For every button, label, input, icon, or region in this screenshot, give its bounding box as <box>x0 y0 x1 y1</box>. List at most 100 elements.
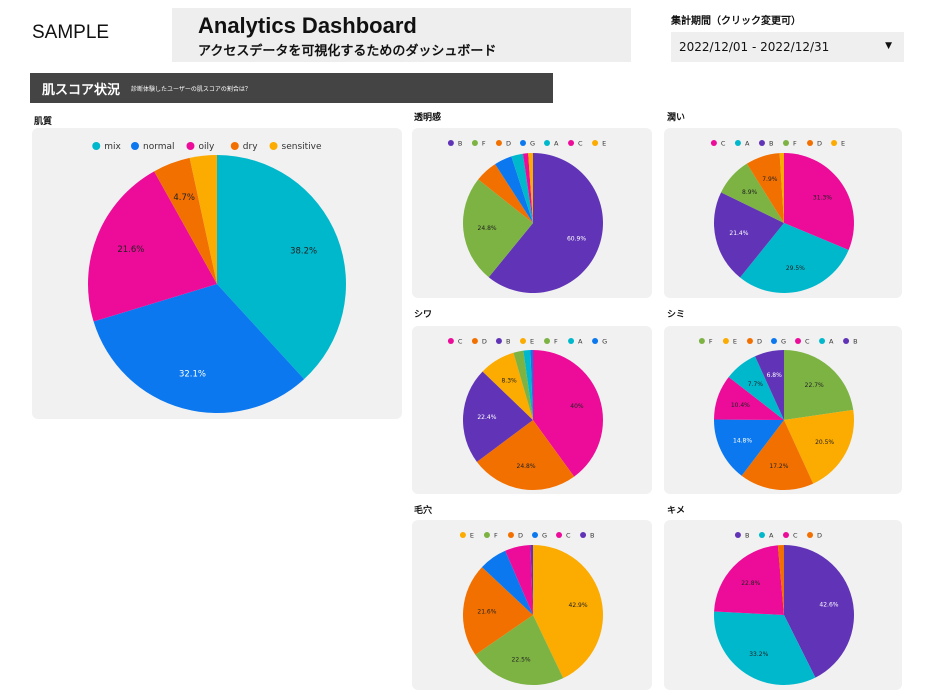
pie-chart-keana: E F D G C B 42.9% 22.5% 21.6% <box>459 531 603 685</box>
pie-slice-kime-C <box>714 545 784 615</box>
pie-slice-tomei-E <box>528 153 533 223</box>
legend-dot-B <box>495 338 502 344</box>
legend-dot-G <box>770 338 777 344</box>
pie-chart-hada: mix normal oily dry sensitive 38.2% 32.1% 21.6%… <box>88 142 346 413</box>
section-title: 肌スコア状況 <box>42 83 121 98</box>
legend-label-normal: normal <box>143 142 175 152</box>
legend-label-D: D <box>482 337 487 345</box>
legend-dot-A <box>758 532 765 538</box>
data-label-shimi-G: 14.8% <box>733 437 752 444</box>
legend-dot-B <box>447 140 454 146</box>
pie-chart-shiwa: C D B E F A G 40% 24.8% 22.4% 8.3% <box>447 337 607 490</box>
data-label-uruoi-A: 29.5% <box>786 265 805 272</box>
legend-label-dry: dry <box>243 142 258 152</box>
legend-label-C: C <box>578 139 583 147</box>
legend-dot-C <box>710 140 717 146</box>
chart-panel-tomei: B F D G A C E 60.9% 24.8% <box>412 128 652 298</box>
legend-label-B: B <box>769 139 773 147</box>
legend-dot-C <box>447 338 454 344</box>
legend-dot-F <box>544 338 551 344</box>
sample-label: SAMPLE <box>32 22 110 43</box>
pie-slice-tomei-D <box>478 164 533 223</box>
date-range-picker[interactable]: 2022/12/01 - 2022/12/31 ▼ <box>671 32 904 62</box>
legend-label-C: C <box>793 531 798 539</box>
pie-slice-shiwa-F <box>513 350 533 420</box>
chart-title-kime: キメ <box>667 506 686 516</box>
pie-slice-tomei-C <box>522 153 533 223</box>
pie-slice-keana-B <box>530 545 533 615</box>
chart-title-uruoi: 潤い <box>667 113 686 123</box>
legend-dot-E <box>592 140 599 146</box>
legend-dot-C <box>568 140 575 146</box>
pie-slice-kime-B <box>784 545 854 678</box>
legend-label-B: B <box>853 337 857 345</box>
pie-slice-shiwa-C <box>533 350 603 477</box>
legend-dot-D <box>507 532 514 538</box>
legend-label-B: B <box>458 139 462 147</box>
data-label-shiwa-D: 24.8% <box>517 463 536 470</box>
legend-label-D: D <box>757 337 762 345</box>
pie-slice-uruoi-A <box>740 223 849 293</box>
legend-label-B: B <box>590 531 594 539</box>
chart-panel-shiwa: C D B E F A G 40% 24.8% 22.4% 8.3% <box>412 326 652 494</box>
pie-slice-tomei-B <box>488 153 603 293</box>
data-label-tomei-F: 24.8% <box>478 225 497 232</box>
legend-dot-E <box>459 532 466 538</box>
pie-slice-shimi-C <box>714 377 784 420</box>
pie-slice-uruoi-C <box>784 153 854 250</box>
pie-slice-uruoi-F <box>721 163 784 223</box>
legend-dot-sensitive <box>269 142 278 150</box>
data-label-shimi-F: 22.7% <box>805 382 824 389</box>
pie-chart-uruoi: C A B F D E 31.3% 29.5% 21.4% 8.9% 7.9% <box>710 139 854 293</box>
legend-label-F: F <box>554 337 558 345</box>
date-range-value: 2022/12/01 - 2022/12/31 <box>679 40 830 54</box>
pie-slice-shimi-E <box>784 409 854 484</box>
legend-dot-B <box>580 532 587 538</box>
chart-panel-keana: E F D G C B 42.9% 22.5% 21.6% <box>412 520 652 690</box>
pie-slice-hada-dry <box>154 157 217 284</box>
legend-dot-C <box>783 532 789 538</box>
legend-label-mix: mix <box>104 142 121 152</box>
legend-label-G: G <box>542 531 547 539</box>
legend-dot-F <box>471 140 478 146</box>
pie-slice-shimi-F <box>784 350 854 420</box>
legend-label-A: A <box>829 337 834 345</box>
pie-slice-hada-oily <box>88 171 217 322</box>
legend-dot-D <box>807 140 814 146</box>
pie-slice-uruoi-B <box>714 192 784 278</box>
legend-dot-A <box>544 140 551 146</box>
legend-dot-E <box>519 338 526 344</box>
data-label-tomei-B: 60.9% <box>567 236 586 243</box>
legend-label-F: F <box>793 139 797 147</box>
data-label-shimi-A: 7.7% <box>748 381 764 388</box>
pie-slice-keana-C <box>505 545 533 615</box>
pie-slice-uruoi-E <box>779 153 784 223</box>
chart-title-keana: 毛穴 <box>414 506 433 516</box>
legend-dot-G <box>532 532 538 538</box>
legend-label-A: A <box>554 139 559 147</box>
legend-dot-B <box>758 140 765 146</box>
data-label-hada-dry: 4.7% <box>173 193 195 203</box>
legend-label-D: D <box>817 139 822 147</box>
legend-dot-A <box>819 338 826 344</box>
legend-dot-oily <box>186 142 195 150</box>
legend-dot-B <box>843 338 850 344</box>
pie-slice-shimi-B <box>755 350 784 420</box>
pie-chart-shimi: F E D G C A B 22.7% 20.5% 17.2% 14.8% 10.4% 7.7%6.8% <box>698 337 858 490</box>
pie-slice-keana-D <box>463 567 533 655</box>
legend-label-C: C <box>566 531 571 539</box>
data-label-shiwa-E: 8.3% <box>501 378 517 385</box>
legend-label-C: C <box>721 139 726 147</box>
legend-dot-C <box>556 532 563 538</box>
pie-slice-shiwa-A <box>523 350 533 420</box>
legend-label-C: C <box>458 337 463 345</box>
chart-title-shimi: シミ <box>667 310 686 320</box>
section-subtitle: 診断体験したユーザーの肌スコアの割合は？ <box>131 86 251 93</box>
pie-slice-keana-E <box>533 545 603 679</box>
legend-label-G: G <box>530 139 535 147</box>
legend-dot-mix <box>92 142 101 150</box>
legend-dot-E <box>722 338 729 344</box>
